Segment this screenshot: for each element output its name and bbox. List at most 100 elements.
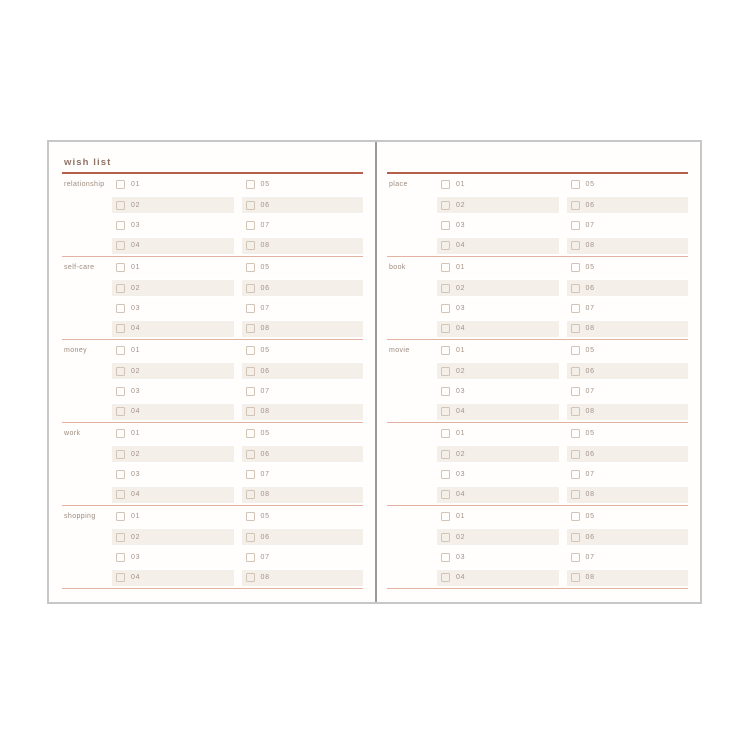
checkbox[interactable] (441, 346, 450, 356)
checkbox[interactable] (116, 429, 125, 439)
checkbox[interactable] (116, 386, 125, 396)
section-shopping: shopping 01 02 03 04 05 06 07 08 (62, 506, 363, 589)
checkbox[interactable] (441, 512, 450, 522)
checkbox[interactable] (441, 241, 450, 251)
checkbox[interactable] (116, 303, 125, 313)
checkbox[interactable] (441, 200, 450, 210)
checkbox[interactable] (441, 429, 450, 439)
checkbox[interactable] (245, 386, 255, 396)
checkbox[interactable] (245, 366, 255, 376)
checkbox[interactable] (245, 324, 255, 334)
row-number-label: 07 (585, 553, 595, 561)
checkbox[interactable] (245, 220, 255, 230)
checkbox[interactable] (245, 283, 255, 293)
checkbox[interactable] (441, 263, 450, 273)
section-blank-3: 01 02 03 04 05 06 07 08 (387, 423, 688, 506)
checkbox[interactable] (116, 407, 125, 417)
checkbox[interactable] (116, 241, 125, 251)
checklist-row: 04 (437, 318, 559, 339)
checkbox[interactable] (570, 512, 580, 522)
checkbox[interactable] (245, 552, 255, 562)
checkbox[interactable] (116, 346, 125, 356)
row-number-label: 06 (585, 284, 595, 292)
checklist-row: 07 (567, 547, 689, 567)
checkbox[interactable] (116, 324, 125, 334)
checkbox[interactable] (570, 386, 580, 396)
checkbox[interactable] (116, 512, 125, 522)
checkbox[interactable] (245, 449, 255, 459)
checkbox[interactable] (116, 283, 125, 293)
checkbox[interactable] (116, 532, 125, 542)
checklist-row: 06 (241, 194, 363, 216)
checkbox[interactable] (570, 180, 580, 190)
checklist-row: 08 (241, 318, 363, 339)
checklist-row: 06 (566, 526, 688, 548)
checkbox[interactable] (245, 573, 255, 583)
checkbox[interactable] (441, 469, 450, 479)
checkbox[interactable] (245, 241, 255, 251)
checkbox[interactable] (570, 449, 580, 459)
checkbox[interactable] (116, 366, 125, 376)
checkbox[interactable] (441, 324, 450, 334)
checkbox[interactable] (441, 220, 450, 230)
checkbox[interactable] (570, 532, 580, 542)
checkbox[interactable] (570, 490, 580, 500)
checkbox[interactable] (570, 469, 580, 479)
checkbox[interactable] (116, 263, 125, 273)
checkbox-column-col1: 01 02 03 04 (112, 258, 234, 339)
checkbox[interactable] (245, 303, 255, 313)
row-number-label: 03 (131, 221, 141, 229)
checkbox[interactable] (570, 283, 580, 293)
checkbox[interactable] (245, 200, 255, 210)
checkbox[interactable] (441, 180, 450, 190)
checkbox[interactable] (116, 449, 125, 459)
checkbox[interactable] (441, 490, 450, 500)
section-columns: 01 02 03 04 05 06 07 08 (437, 507, 689, 588)
checkbox[interactable] (441, 449, 450, 459)
checkbox[interactable] (245, 180, 255, 190)
checkbox[interactable] (116, 200, 125, 210)
checkbox[interactable] (441, 386, 450, 396)
checkbox[interactable] (116, 490, 125, 500)
section-label (387, 507, 437, 589)
checkbox[interactable] (570, 346, 580, 356)
checkbox[interactable] (570, 303, 580, 313)
section-blank-4: 01 02 03 04 05 06 07 08 (387, 506, 688, 589)
checkbox[interactable] (570, 429, 580, 439)
checkbox[interactable] (116, 573, 125, 583)
checkbox[interactable] (570, 324, 580, 334)
checkbox[interactable] (245, 407, 255, 417)
checkbox[interactable] (441, 552, 450, 562)
checkbox[interactable] (116, 180, 125, 190)
checkbox[interactable] (570, 552, 580, 562)
checkbox[interactable] (570, 407, 580, 417)
checkbox[interactable] (441, 303, 450, 313)
checkbox[interactable] (441, 283, 450, 293)
section-columns: 01 02 03 04 05 06 07 08 (112, 258, 363, 339)
checkbox[interactable] (570, 263, 580, 273)
checkbox[interactable] (441, 532, 450, 542)
checklist-row: 07 (242, 381, 364, 401)
checkbox[interactable] (570, 220, 580, 230)
checkbox[interactable] (116, 220, 125, 230)
row-number-label: 05 (585, 430, 595, 438)
checkbox[interactable] (570, 241, 580, 251)
checkbox[interactable] (570, 366, 580, 376)
row-number-label: 04 (456, 574, 466, 582)
checkbox[interactable] (245, 346, 255, 356)
checkbox[interactable] (116, 552, 125, 562)
page-title-row (387, 142, 688, 174)
checkbox[interactable] (441, 407, 450, 417)
checkbox[interactable] (245, 512, 255, 522)
checkbox[interactable] (116, 469, 125, 479)
checkbox[interactable] (245, 490, 255, 500)
checkbox[interactable] (245, 532, 255, 542)
checkbox[interactable] (441, 573, 450, 583)
checkbox[interactable] (245, 263, 255, 273)
checkbox[interactable] (441, 366, 450, 376)
checkbox[interactable] (245, 469, 255, 479)
checkbox[interactable] (570, 573, 580, 583)
checkbox[interactable] (245, 429, 255, 439)
checkbox[interactable] (570, 200, 580, 210)
checklist-row: 01 (437, 175, 559, 195)
